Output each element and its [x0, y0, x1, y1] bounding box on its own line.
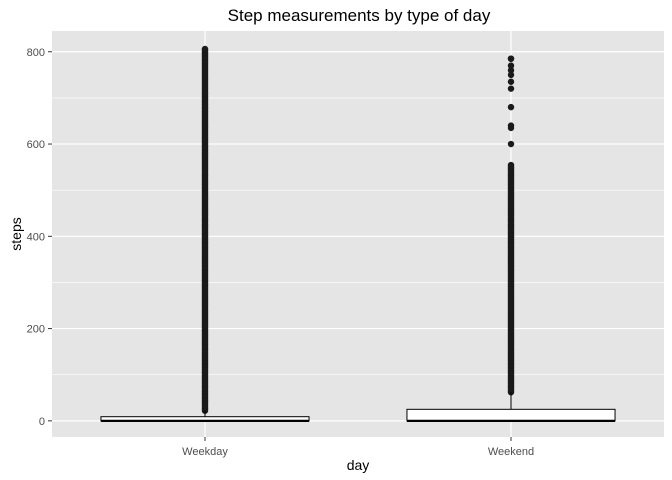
outlier-point	[507, 67, 515, 74]
outlier-point	[507, 124, 515, 132]
outlier-point	[507, 71, 515, 79]
y-tick-label: 600	[27, 139, 45, 151]
outlier-point	[507, 55, 515, 62]
grid-minor-lines	[52, 97, 664, 376]
outlier-point	[507, 140, 515, 148]
outlier-points	[201, 45, 515, 414]
x-tick-label: Weekday	[182, 446, 228, 458]
box	[406, 408, 616, 422]
y-tick-label: 200	[27, 324, 45, 336]
outlier-point	[201, 45, 209, 53]
outlier-point	[507, 78, 515, 85]
y-axis-ticks: 0 200 400 600 800	[27, 47, 52, 428]
x-axis-ticks: Weekday Weekend	[182, 437, 534, 458]
outlier-point	[507, 161, 515, 169]
y-tick-label: 0	[39, 416, 45, 428]
y-tick-label: 400	[27, 231, 45, 243]
plot-panel	[52, 31, 664, 437]
y-tick-label: 800	[27, 47, 45, 59]
x-tick-label: Weekend	[488, 446, 534, 458]
boxes	[100, 392, 616, 422]
outlier-point	[507, 103, 515, 111]
chart-title: Step measurements by type of day	[228, 6, 491, 25]
x-axis-title: day	[347, 457, 370, 473]
outlier-point	[507, 62, 515, 69]
outlier-point	[507, 85, 515, 92]
y-axis-title: steps	[8, 217, 24, 250]
